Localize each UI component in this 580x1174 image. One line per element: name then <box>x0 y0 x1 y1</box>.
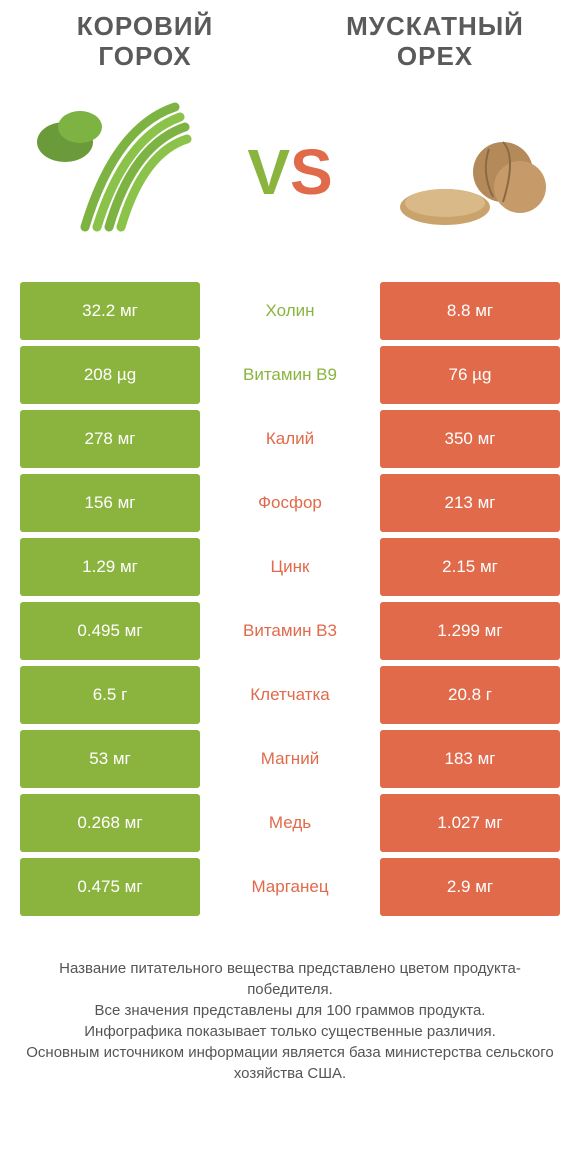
right-food-image <box>360 82 580 262</box>
right-food-title: МУСКАТНЫЙ ОРЕХ <box>290 12 580 72</box>
left-value-cell: 208 µg <box>20 346 200 404</box>
table-row: 0.495 мгВитамин B31.299 мг <box>20 602 560 660</box>
nutrient-label: Магний <box>200 730 380 788</box>
left-value-cell: 0.495 мг <box>20 602 200 660</box>
footer-line4: Основным источником информации является … <box>24 1042 556 1084</box>
left-food-image <box>0 82 220 262</box>
right-value-cell: 76 µg <box>380 346 560 404</box>
table-row: 0.268 мгМедь1.027 мг <box>20 794 560 852</box>
right-value-cell: 8.8 мг <box>380 282 560 340</box>
right-value-cell: 2.15 мг <box>380 538 560 596</box>
nutrient-table: 32.2 мгХолин8.8 мг208 µgВитамин B976 µg2… <box>20 282 560 916</box>
right-value-cell: 20.8 г <box>380 666 560 724</box>
nutrient-label: Витамин B9 <box>200 346 380 404</box>
table-row: 6.5 гКлетчатка20.8 г <box>20 666 560 724</box>
table-row: 278 мгКалий350 мг <box>20 410 560 468</box>
vs-label: VS <box>220 135 360 209</box>
vs-row: VS <box>0 72 580 282</box>
nutmeg-icon <box>385 87 555 257</box>
nutrient-label: Медь <box>200 794 380 852</box>
table-row: 0.475 мгМарганец2.9 мг <box>20 858 560 916</box>
cowpea-icon <box>25 87 195 257</box>
left-value-cell: 0.475 мг <box>20 858 200 916</box>
left-title-line1: КОРОВИЙ <box>77 11 213 41</box>
footer-line3: Инфографика показывает только существенн… <box>24 1021 556 1042</box>
right-value-cell: 213 мг <box>380 474 560 532</box>
left-value-cell: 278 мг <box>20 410 200 468</box>
table-row: 53 мгМагний183 мг <box>20 730 560 788</box>
nutrient-label: Цинк <box>200 538 380 596</box>
left-value-cell: 156 мг <box>20 474 200 532</box>
right-value-cell: 183 мг <box>380 730 560 788</box>
left-value-cell: 0.268 мг <box>20 794 200 852</box>
nutrient-label: Клетчатка <box>200 666 380 724</box>
vs-v: V <box>247 136 290 208</box>
table-row: 156 мгФосфор213 мг <box>20 474 560 532</box>
nutrient-label: Марганец <box>200 858 380 916</box>
vs-s: S <box>290 136 333 208</box>
right-title-line2: ОРЕХ <box>397 41 473 71</box>
nutrient-label: Фосфор <box>200 474 380 532</box>
right-value-cell: 350 мг <box>380 410 560 468</box>
left-food-title: КОРОВИЙ ГОРОХ <box>0 12 290 72</box>
left-value-cell: 6.5 г <box>20 666 200 724</box>
left-value-cell: 32.2 мг <box>20 282 200 340</box>
table-row: 32.2 мгХолин8.8 мг <box>20 282 560 340</box>
table-row: 208 µgВитамин B976 µg <box>20 346 560 404</box>
nutrient-label: Калий <box>200 410 380 468</box>
nutrient-label: Холин <box>200 282 380 340</box>
table-row: 1.29 мгЦинк2.15 мг <box>20 538 560 596</box>
left-title-line2: ГОРОХ <box>98 41 191 71</box>
header: КОРОВИЙ ГОРОХ МУСКАТНЫЙ ОРЕХ <box>0 0 580 72</box>
right-title-line1: МУСКАТНЫЙ <box>346 11 524 41</box>
left-value-cell: 1.29 мг <box>20 538 200 596</box>
footer-notes: Название питательного вещества представл… <box>0 922 580 1084</box>
left-value-cell: 53 мг <box>20 730 200 788</box>
right-value-cell: 2.9 мг <box>380 858 560 916</box>
right-value-cell: 1.299 мг <box>380 602 560 660</box>
footer-line1: Название питательного вещества представл… <box>24 958 556 1000</box>
footer-line2: Все значения представлены для 100 граммо… <box>24 1000 556 1021</box>
right-value-cell: 1.027 мг <box>380 794 560 852</box>
nutrient-label: Витамин B3 <box>200 602 380 660</box>
